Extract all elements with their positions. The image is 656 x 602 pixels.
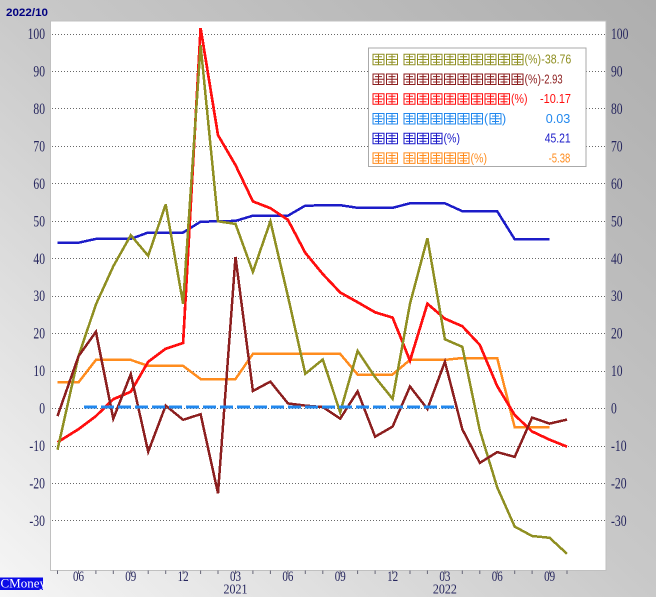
svg-text:-20: -20 bbox=[29, 476, 45, 493]
svg-text:-10: -10 bbox=[29, 438, 45, 455]
svg-text:10: 10 bbox=[33, 363, 45, 380]
svg-text:60: 60 bbox=[33, 176, 45, 193]
svg-text:-38.76: -38.76 bbox=[541, 52, 571, 67]
svg-text:90: 90 bbox=[33, 64, 45, 81]
svg-text:-10: -10 bbox=[611, 438, 627, 455]
svg-text:CMoney: CMoney bbox=[1, 576, 47, 591]
svg-text:): ) bbox=[502, 112, 506, 126]
svg-text:90: 90 bbox=[611, 64, 623, 81]
svg-text:-30: -30 bbox=[29, 513, 45, 530]
svg-text:-30: -30 bbox=[611, 513, 627, 530]
svg-text:(%): (%) bbox=[471, 151, 488, 165]
svg-text:06: 06 bbox=[492, 569, 503, 585]
svg-text:2022/10: 2022/10 bbox=[6, 7, 48, 19]
svg-text:03: 03 bbox=[230, 569, 241, 585]
svg-text:-10.17: -10.17 bbox=[540, 91, 571, 106]
svg-text:06: 06 bbox=[282, 569, 293, 585]
svg-text:09: 09 bbox=[125, 569, 136, 585]
svg-text:(%): (%) bbox=[525, 53, 542, 67]
svg-text:(%): (%) bbox=[444, 132, 461, 146]
svg-text:2021: 2021 bbox=[224, 583, 248, 598]
svg-text:2022: 2022 bbox=[433, 583, 457, 598]
svg-text:80: 80 bbox=[33, 101, 45, 118]
svg-text:-2.93: -2.93 bbox=[541, 72, 563, 87]
svg-text:0: 0 bbox=[611, 401, 617, 418]
svg-text:0.03: 0.03 bbox=[546, 111, 571, 126]
svg-text:80: 80 bbox=[611, 101, 623, 118]
svg-text:12: 12 bbox=[178, 569, 189, 585]
svg-text:(%): (%) bbox=[511, 92, 528, 106]
svg-text:50: 50 bbox=[33, 213, 45, 230]
svg-text:70: 70 bbox=[33, 138, 45, 155]
svg-text:12: 12 bbox=[387, 569, 398, 585]
svg-text:40: 40 bbox=[33, 251, 45, 268]
svg-text:10: 10 bbox=[611, 363, 623, 380]
svg-text:100: 100 bbox=[28, 26, 45, 43]
svg-text:30: 30 bbox=[33, 288, 45, 305]
svg-text:(%): (%) bbox=[525, 73, 542, 87]
svg-text:06: 06 bbox=[73, 569, 84, 585]
svg-text:-20: -20 bbox=[611, 476, 627, 493]
svg-text:20: 20 bbox=[611, 326, 623, 343]
svg-text:70: 70 bbox=[611, 138, 623, 155]
svg-text:45.21: 45.21 bbox=[545, 131, 571, 146]
svg-text:09: 09 bbox=[544, 569, 555, 585]
svg-text:09: 09 bbox=[335, 569, 346, 585]
svg-text:0: 0 bbox=[39, 401, 45, 418]
svg-text:60: 60 bbox=[611, 176, 623, 193]
svg-text:20: 20 bbox=[33, 326, 45, 343]
svg-text:(: ( bbox=[484, 112, 489, 126]
svg-text:40: 40 bbox=[611, 251, 623, 268]
svg-text:03: 03 bbox=[439, 569, 450, 585]
svg-text:100: 100 bbox=[611, 26, 628, 43]
svg-text:-5.38: -5.38 bbox=[549, 150, 571, 165]
svg-text:30: 30 bbox=[611, 288, 623, 305]
svg-text:50: 50 bbox=[611, 213, 623, 230]
